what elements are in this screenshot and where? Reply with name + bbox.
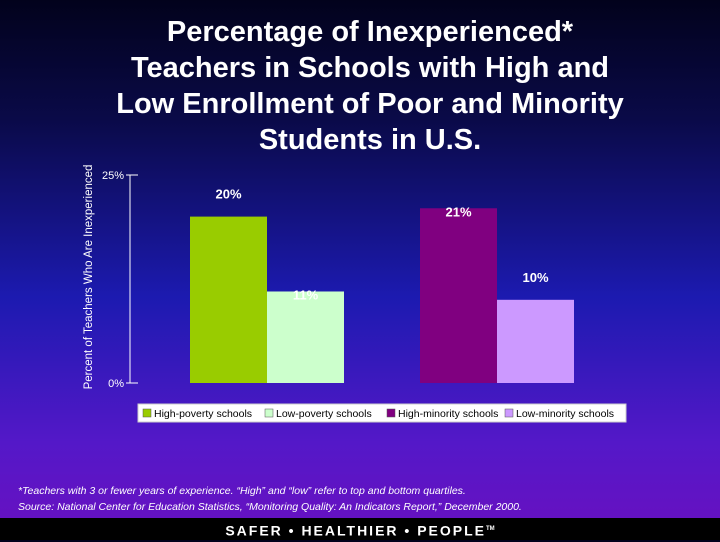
legend-box bbox=[137, 403, 627, 423]
bar-4 bbox=[497, 299, 574, 383]
footer-slogan: SAFER • HEALTHIER • PEOPLE bbox=[225, 522, 486, 539]
legend-swatch-1 bbox=[142, 408, 152, 418]
footer-bar: SAFER • HEALTHIER • PEOPLETM bbox=[0, 518, 720, 540]
bar-1 bbox=[190, 216, 267, 383]
title-line-4: Students in U.S. bbox=[258, 124, 482, 156]
data-label-1: 20% bbox=[215, 187, 241, 202]
legend-label-3: High-minority schools bbox=[398, 408, 498, 420]
footnote-definition: *Teachers with 3 or fewer years of exper… bbox=[18, 485, 466, 497]
legend-swatch-3 bbox=[386, 408, 396, 418]
title-line-1: Percentage of Inexperienced* bbox=[166, 16, 574, 48]
footer-trademark: TM bbox=[486, 526, 495, 532]
y-axis-title: Percent of Teachers Who Are Inexperience… bbox=[83, 165, 95, 390]
bar-2 bbox=[267, 291, 344, 383]
title-line-2: Teachers in Schools with High and bbox=[130, 52, 610, 84]
legend-label-1: High-poverty schools bbox=[154, 408, 252, 420]
bar-3 bbox=[420, 208, 497, 383]
legend-label-2: Low-poverty schools bbox=[276, 408, 372, 420]
y-tick-label-min: 0% bbox=[108, 378, 124, 390]
y-tick-label-max: 25% bbox=[102, 170, 124, 182]
footnote-source: Source: National Center for Education St… bbox=[18, 501, 522, 513]
legend-swatch-4 bbox=[504, 408, 514, 418]
data-label-4: 10% bbox=[522, 270, 548, 285]
chart-title: Percentage of Inexperienced* Teachers in… bbox=[70, 14, 670, 158]
data-label-3: 21% bbox=[445, 204, 471, 219]
legend-label-4: Low-minority schools bbox=[516, 408, 614, 420]
data-label-2: 11% bbox=[293, 287, 319, 302]
legend-swatch-2 bbox=[264, 408, 274, 418]
title-line-3: Low Enrollment of Poor and Minority bbox=[116, 88, 624, 120]
footnote: *Teachers with 3 or fewer years of exper… bbox=[18, 483, 708, 515]
